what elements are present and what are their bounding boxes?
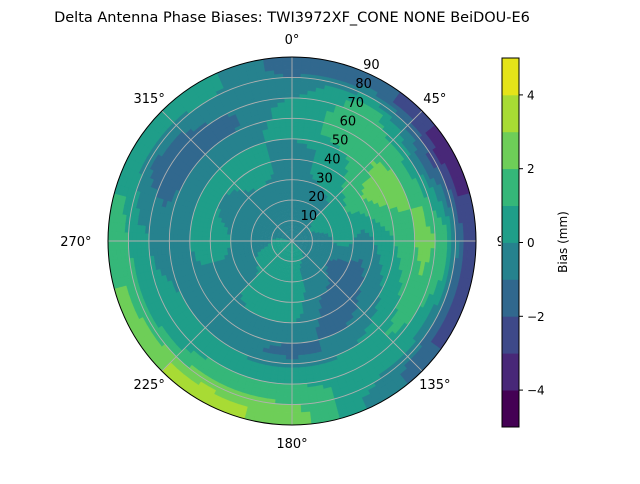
contour-cell xyxy=(406,241,411,248)
contour-cell xyxy=(292,130,298,135)
contour-cell xyxy=(286,343,292,348)
contour-cell xyxy=(292,122,299,127)
contour-cell xyxy=(435,233,440,241)
contour-cell xyxy=(291,417,301,422)
contour-cell xyxy=(144,240,149,248)
contour-cell xyxy=(291,376,299,381)
contour-cell xyxy=(291,372,299,377)
contour-cell xyxy=(463,232,468,242)
contour-cell xyxy=(439,241,444,250)
contour-cell xyxy=(414,241,419,248)
contour-cell xyxy=(291,396,300,401)
contour-cell xyxy=(285,363,292,368)
contour-cell xyxy=(394,241,399,247)
contour-cell xyxy=(116,240,121,250)
contour-cell xyxy=(284,372,292,377)
contour-cell xyxy=(292,106,300,111)
chart-title: Delta Antenna Phase Biases: TWI3972XF_CO… xyxy=(54,10,530,26)
contour-cell xyxy=(177,234,182,241)
contour-cell xyxy=(136,232,141,241)
contour-cell xyxy=(292,126,299,131)
contour-cell xyxy=(120,231,125,241)
contour-cell xyxy=(120,240,125,250)
contour-cell xyxy=(144,233,149,241)
contour-cell xyxy=(284,368,292,373)
contour-cell xyxy=(286,347,292,352)
contour-cell xyxy=(136,240,141,249)
contour-cell xyxy=(112,240,117,250)
contour-cell xyxy=(132,232,137,241)
contour-cell xyxy=(447,233,452,242)
contour-cell xyxy=(459,232,464,242)
contour-cell xyxy=(459,241,464,251)
contour-cell xyxy=(153,233,158,241)
contour-cell xyxy=(284,376,292,381)
contour-cell xyxy=(284,384,292,389)
contour-cell xyxy=(165,234,170,241)
contour-cell xyxy=(132,240,137,249)
contour-cell xyxy=(124,240,129,250)
contour-cell xyxy=(292,134,298,139)
contour-cell xyxy=(282,408,292,413)
contour-cell xyxy=(157,233,162,241)
contour-cell xyxy=(161,233,166,241)
contour-cell xyxy=(455,232,460,242)
contour-cell xyxy=(292,102,300,107)
contour-cell xyxy=(291,408,301,413)
contour-cell xyxy=(291,384,299,389)
contour-cell xyxy=(402,241,407,248)
contour-cell xyxy=(291,392,300,397)
contour-cell xyxy=(292,89,301,94)
contour-cell xyxy=(423,241,428,249)
contour-cell xyxy=(173,234,178,241)
contour-cell xyxy=(291,404,301,409)
contour-cell xyxy=(292,69,302,74)
contour-cell xyxy=(292,110,300,115)
contour-cell xyxy=(285,351,292,356)
contour-cell xyxy=(157,240,162,248)
contour-cell xyxy=(435,241,440,249)
contour-cell xyxy=(292,93,300,98)
contour-cell xyxy=(285,355,292,360)
contour-cell xyxy=(292,81,301,86)
contour-cell xyxy=(283,396,292,401)
contour-cell xyxy=(398,241,403,247)
contour-cell xyxy=(140,232,145,241)
contour-cell xyxy=(291,412,301,417)
contour-cell xyxy=(423,234,428,242)
contour-cell xyxy=(181,235,186,241)
contour-cell xyxy=(283,392,292,397)
contour-cell xyxy=(419,241,424,249)
contour-cell xyxy=(185,235,190,241)
contour-cell xyxy=(439,233,444,242)
contour-cell xyxy=(447,241,452,250)
contour-cell xyxy=(468,232,473,242)
contour-cell xyxy=(292,114,299,119)
contour-cell xyxy=(443,241,448,250)
contour-cell xyxy=(153,240,158,248)
contour-cell xyxy=(292,85,301,90)
contour-cell xyxy=(283,388,292,393)
contour-cell xyxy=(427,241,432,249)
contour-cell xyxy=(427,234,432,242)
contour-cell xyxy=(140,240,145,249)
contour-cell xyxy=(291,388,300,393)
contour-cell xyxy=(443,233,448,242)
